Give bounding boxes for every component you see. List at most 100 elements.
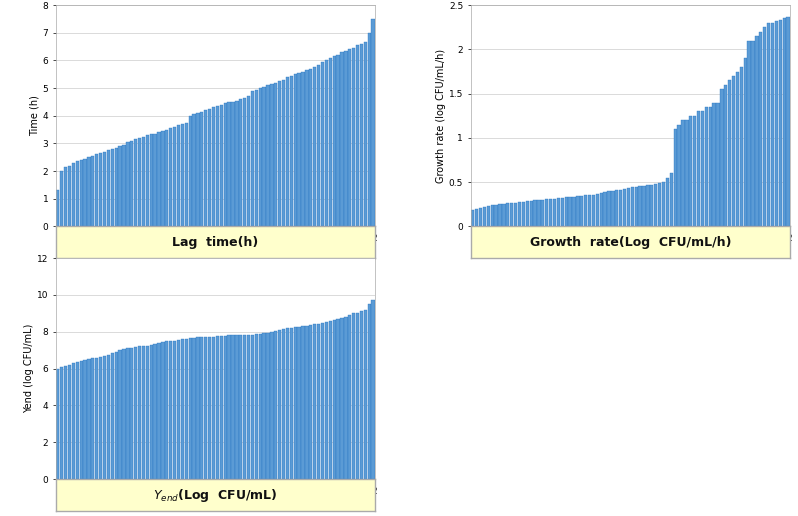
Bar [317,64,320,227]
Bar [368,33,371,227]
Bar [487,206,490,227]
Bar [56,190,60,227]
Bar [333,320,336,479]
Text: Lag  time(h): Lag time(h) [172,236,259,249]
Bar [188,116,192,227]
Bar [483,207,486,227]
Bar [68,365,71,479]
Bar [169,128,172,227]
Bar [215,106,219,227]
Bar [298,327,301,479]
Bar [107,355,110,479]
Bar [247,96,251,227]
Bar [740,67,743,227]
Bar [177,340,180,479]
Bar [576,196,579,227]
Bar [329,320,332,479]
Bar [227,102,231,227]
Bar [510,203,513,227]
Bar [709,107,712,227]
Bar [317,325,320,479]
Bar [122,349,125,479]
Bar [239,335,243,479]
Bar [701,111,704,227]
Bar [759,31,762,227]
Bar [623,189,626,227]
Bar [235,101,239,227]
Bar [192,338,196,479]
Bar [713,103,716,227]
Bar [278,81,282,227]
Bar [348,50,351,227]
Bar [495,205,498,227]
Y-axis label: Time (h): Time (h) [30,95,40,136]
Bar [306,70,309,227]
Bar [196,337,200,479]
Bar [208,337,211,479]
Bar [325,60,328,227]
Bar [149,345,153,479]
Bar [732,76,735,227]
Bar [111,149,114,227]
Bar [783,19,786,227]
Bar [64,167,67,227]
Bar [72,163,75,227]
Bar [364,42,367,227]
Bar [56,368,60,479]
Bar [674,129,677,227]
Bar [368,304,371,479]
Bar [60,171,63,227]
Bar [348,315,351,479]
Bar [748,41,751,227]
Bar [215,336,219,479]
Bar [697,111,700,227]
Bar [371,300,375,479]
Bar [259,88,262,227]
Bar [491,205,494,227]
Bar [309,69,313,227]
Bar [580,196,583,227]
Bar [568,197,571,227]
Bar [103,152,106,227]
Bar [755,36,759,227]
Bar [146,346,149,479]
Bar [91,359,94,479]
Bar [157,133,160,227]
Bar [321,62,324,227]
Bar [779,20,782,227]
Bar [364,310,367,479]
Bar [165,130,168,227]
Bar [278,330,282,479]
Bar [239,99,243,227]
Bar [196,113,200,227]
Bar [306,326,309,479]
Bar [251,91,254,227]
Bar [771,23,774,227]
Bar [99,153,102,227]
Bar [87,360,91,479]
Bar [658,183,662,227]
Bar [654,184,658,227]
Bar [499,204,502,227]
Bar [572,197,575,227]
Bar [99,357,102,479]
Bar [752,41,755,227]
Bar [662,182,666,227]
Bar [329,58,332,227]
X-axis label: Pathogenic $\it{E. coli}$: Pathogenic $\it{E. coli}$ [169,246,262,260]
Bar [107,150,110,227]
Bar [130,348,133,479]
Bar [775,21,778,227]
Bar [360,312,363,479]
Bar [173,341,176,479]
Bar [352,48,355,227]
Bar [259,333,262,479]
Bar [87,157,91,227]
Bar [352,313,355,479]
Bar [60,367,63,479]
Y-axis label: Yend (log CFU/mL): Yend (log CFU/mL) [24,324,34,413]
Bar [103,356,106,479]
Bar [685,120,689,227]
Bar [557,198,560,227]
Bar [153,134,156,227]
